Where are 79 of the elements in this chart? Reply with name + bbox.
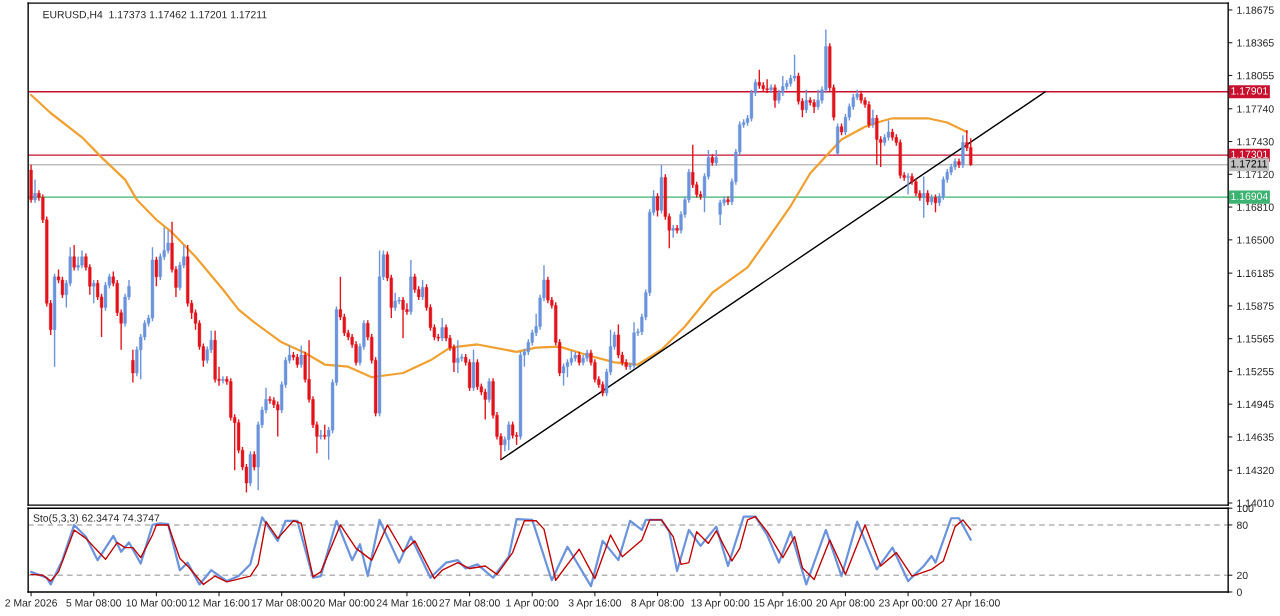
candlestick — [671, 224, 675, 239]
candlestick — [616, 323, 620, 359]
candlestick — [765, 78, 769, 94]
x-tick-label: 23 Apr 00:00 — [879, 599, 938, 609]
ref-line-label: 1.16904 — [1231, 192, 1268, 200]
y-tick-label: 1.16500 — [1237, 236, 1274, 244]
candlestick — [816, 89, 820, 111]
y-tick-label: 80 — [1236, 521, 1248, 529]
candlestick — [268, 395, 272, 405]
candlestick — [154, 256, 158, 288]
y-tick-label: 1.18365 — [1237, 39, 1274, 47]
candlestick — [769, 83, 773, 94]
x-tick-label: 8 Apr 08:00 — [631, 599, 684, 609]
y-tick-label: 1.15565 — [1237, 335, 1274, 343]
candlestick — [718, 198, 722, 226]
candlestick — [961, 134, 965, 169]
candlestick — [440, 317, 444, 342]
x-tick-label: 5 Mar 08:00 — [66, 599, 122, 607]
y-tick-label: 1.15255 — [1237, 367, 1274, 376]
y-tick-label: 1.15875 — [1237, 302, 1274, 310]
candlestick — [252, 450, 256, 471]
ref-line-label: 1.17211 — [1231, 160, 1267, 168]
y-tick-label: 1.16185 — [1237, 269, 1274, 277]
y-tick-label: 0 — [1236, 588, 1242, 596]
candlestick — [92, 279, 96, 304]
candlestick — [561, 362, 566, 387]
candlestick — [812, 98, 816, 114]
x-tick-label: 20 Mar 00:00 — [314, 599, 375, 607]
candlestick — [922, 175, 926, 219]
candlestick — [875, 114, 879, 166]
x-tick-label: 13 Apr 00:00 — [691, 599, 750, 609]
y-tick-label: 1.17120 — [1237, 170, 1274, 179]
candlestick — [867, 100, 871, 129]
candlestick — [276, 400, 280, 438]
text: EURUSD,H4 1.17373 1.17462 1.17201 1.17211 — [43, 10, 267, 20]
candlestick — [757, 68, 761, 90]
candlestick — [507, 420, 511, 451]
candlestick — [773, 83, 777, 109]
candlestick — [319, 429, 323, 441]
y-tick-label: 1.14945 — [1237, 400, 1274, 409]
x-tick-label: 15 Apr 16:00 — [754, 599, 812, 609]
y-tick-label: 1.17740 — [1237, 105, 1274, 113]
x-tick-label: 20 Apr 08:00 — [816, 599, 875, 609]
x-tick-label: 27 Apr 16:00 — [941, 599, 1000, 609]
candlestick — [131, 349, 135, 384]
x-tick-label: 12 Mar 16:00 — [189, 599, 250, 607]
y-tick-label: 1.17430 — [1237, 138, 1274, 146]
x-tick-label: 27 Mar 08:00 — [439, 599, 500, 607]
y-tick-label: 1.16810 — [1237, 203, 1274, 211]
candlestick — [72, 244, 76, 272]
candlestick — [957, 157, 961, 169]
candlestick — [483, 388, 487, 421]
candlestick — [221, 375, 225, 385]
x-tick-label: 3 Apr 16:00 — [568, 599, 622, 609]
x-tick-label: 2 Mar 2026 — [5, 599, 57, 607]
y-tick-label: 1.18675 — [1237, 6, 1274, 14]
x-tick-label: 17 Mar 08:00 — [251, 599, 312, 607]
x-tick-label: 10 Mar 00:00 — [126, 599, 187, 607]
x-tick-label: 24 Mar 16:00 — [376, 599, 438, 607]
ref-line-label: 1.17901 — [1231, 87, 1268, 95]
y-tick-label: 1.14320 — [1237, 466, 1274, 475]
candlestick — [804, 89, 808, 114]
text: Sto(5,3,3) 62.3474 74.3747 — [33, 514, 160, 524]
x-tick-label: 1 Apr 00:00 — [506, 599, 559, 609]
candlestick — [401, 296, 405, 339]
candlestick — [487, 377, 491, 404]
candlestick — [655, 192, 660, 218]
y-tick-label: 1.14635 — [1237, 433, 1274, 441]
candlestick — [726, 195, 730, 206]
line-series — [29, 93, 968, 379]
ref-line-label: 1.17301 — [1231, 150, 1268, 158]
candlestick — [456, 339, 460, 374]
candlestick — [886, 119, 891, 142]
y-tick-label: 1.18055 — [1237, 71, 1274, 80]
candlestick — [33, 178, 37, 204]
candlestick — [299, 344, 303, 369]
candlestick — [158, 252, 162, 281]
y-tick-label: 20 — [1237, 571, 1248, 580]
candlestick — [906, 172, 910, 196]
